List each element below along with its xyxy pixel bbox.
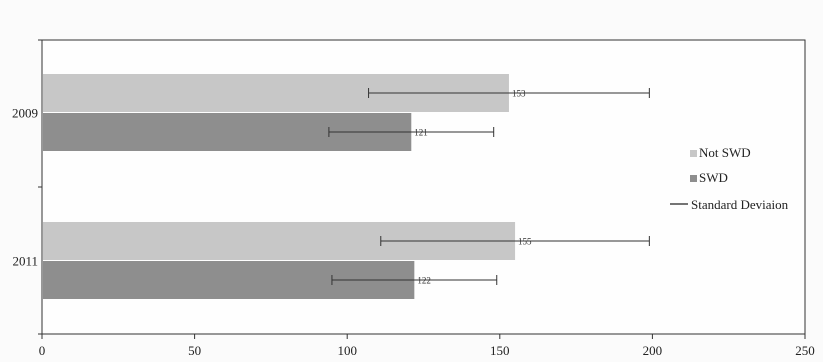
y-tick-label-2009: 2009 (12, 106, 38, 121)
x-tick-label-200: 200 (643, 343, 663, 358)
legend-swatch-swd (690, 175, 697, 182)
data-label-swd-2009: 121 (414, 128, 428, 138)
legend-label-standard-deviation: Standard Deviaion (691, 197, 789, 212)
legend: Not SWD SWD Standard Deviaion (670, 145, 789, 212)
legend-swatch-not-swd (690, 150, 697, 157)
legend-label-swd: SWD (699, 170, 728, 185)
data-label-not-swd-2011: 155 (518, 237, 532, 247)
x-tick-label-150: 150 (490, 343, 510, 358)
x-tick-label-250: 250 (795, 343, 815, 358)
x-tick-label-50: 50 (188, 343, 201, 358)
x-tick-label-0: 0 (39, 343, 46, 358)
legend-label-not-swd: Not SWD (699, 145, 751, 160)
data-label-not-swd-2009: 153 (512, 89, 526, 99)
data-label-swd-2011: 122 (417, 276, 431, 286)
y-tick-label-2011: 2011 (12, 254, 38, 269)
x-tick-label-100: 100 (337, 343, 357, 358)
